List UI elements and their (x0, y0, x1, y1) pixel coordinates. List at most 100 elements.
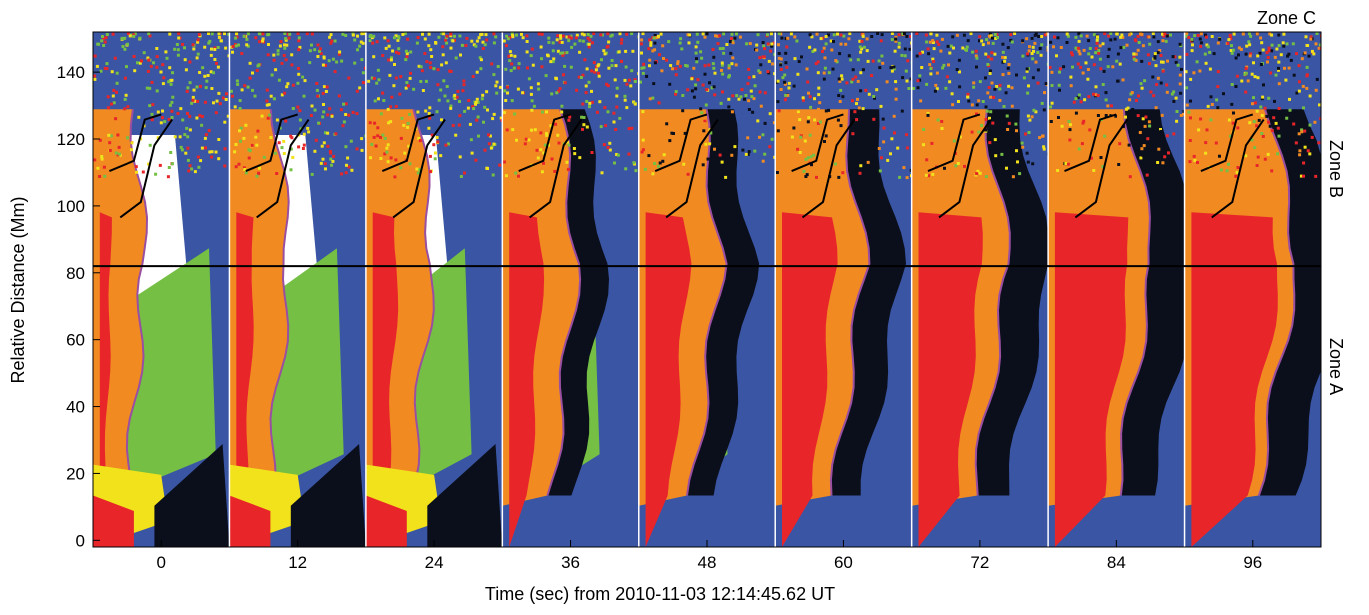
speckle (1026, 160, 1030, 164)
speckle (1297, 89, 1301, 93)
speckle (391, 49, 395, 53)
speckle (1140, 147, 1144, 151)
speckle (361, 41, 365, 45)
speckle (1205, 35, 1208, 39)
speckle (181, 118, 185, 122)
speckle (992, 96, 996, 99)
speckle (204, 146, 207, 150)
speckle (103, 40, 107, 44)
speckle (837, 77, 841, 81)
speckle (164, 50, 168, 54)
speckle (207, 41, 211, 45)
speckle (283, 46, 287, 50)
speckle (427, 112, 431, 115)
speckle (1216, 41, 1220, 45)
speckle (298, 45, 302, 49)
speckle (1106, 104, 1110, 108)
speckle (1118, 142, 1122, 146)
speckle (193, 99, 197, 103)
speckle (746, 136, 750, 140)
speckle (516, 87, 520, 91)
speckle (659, 32, 663, 36)
speckle (355, 147, 359, 151)
speckle (817, 93, 821, 97)
speckle (974, 54, 978, 58)
speckle (466, 106, 470, 110)
speckle (1201, 140, 1205, 144)
speckle (1094, 93, 1098, 97)
speckle (405, 52, 409, 56)
speckle (347, 76, 351, 80)
speckle (606, 110, 610, 114)
speckle (398, 92, 402, 96)
speckle (1021, 54, 1025, 58)
speckle (661, 159, 665, 163)
speckle (129, 148, 133, 152)
speckle (296, 81, 300, 85)
speckle (134, 165, 138, 169)
speckle (351, 110, 355, 114)
speckle (290, 136, 294, 140)
speckle (1274, 73, 1278, 77)
speckle (559, 36, 563, 40)
speckle (277, 141, 281, 145)
speckle (732, 114, 736, 118)
feature-curve (392, 119, 446, 219)
speckle (305, 32, 309, 36)
speckle (245, 37, 249, 41)
speckle (927, 174, 931, 178)
speckle (393, 175, 397, 179)
speckle (819, 37, 823, 41)
speckle (322, 141, 326, 145)
speckle (958, 114, 962, 117)
speckle (116, 133, 120, 137)
speckle (234, 36, 238, 40)
speckle (816, 60, 820, 64)
speckle (1102, 69, 1106, 73)
speckle (1256, 54, 1260, 58)
speckle (866, 160, 870, 164)
speckle (98, 175, 102, 178)
speckle (1148, 124, 1152, 128)
speckle (890, 32, 894, 35)
speckle (427, 32, 431, 36)
speckle (475, 39, 479, 43)
speckle (217, 91, 221, 95)
speckle (1133, 38, 1137, 42)
speckle (387, 58, 391, 62)
speckle (861, 68, 865, 72)
speckle (392, 84, 396, 88)
speckle (170, 162, 174, 166)
speckle (196, 52, 200, 56)
speckle (1092, 169, 1096, 172)
speckle (145, 86, 149, 90)
speckle (975, 65, 978, 69)
speckle (918, 74, 922, 78)
speckle (704, 103, 708, 107)
speckle (1270, 129, 1274, 133)
speckle (136, 61, 139, 65)
speckle (1193, 34, 1197, 38)
speckle (991, 121, 995, 125)
speckle (213, 58, 217, 61)
speckle (492, 73, 496, 77)
speckle (270, 73, 274, 77)
speckle (186, 112, 189, 115)
speckle (758, 56, 762, 60)
speckle (1319, 46, 1321, 50)
speckle (1067, 120, 1071, 123)
speckle (793, 57, 797, 61)
speckle (418, 168, 421, 172)
speckle (386, 107, 390, 111)
speckle (620, 38, 624, 42)
speckle (567, 118, 571, 122)
speckle (495, 91, 499, 95)
speckle (993, 138, 997, 142)
speckle (971, 50, 975, 54)
speckle (170, 78, 174, 82)
speckle (389, 105, 393, 109)
speckle (332, 154, 336, 158)
speckle (1235, 170, 1239, 174)
speckle (494, 84, 498, 88)
speckle (995, 33, 999, 37)
